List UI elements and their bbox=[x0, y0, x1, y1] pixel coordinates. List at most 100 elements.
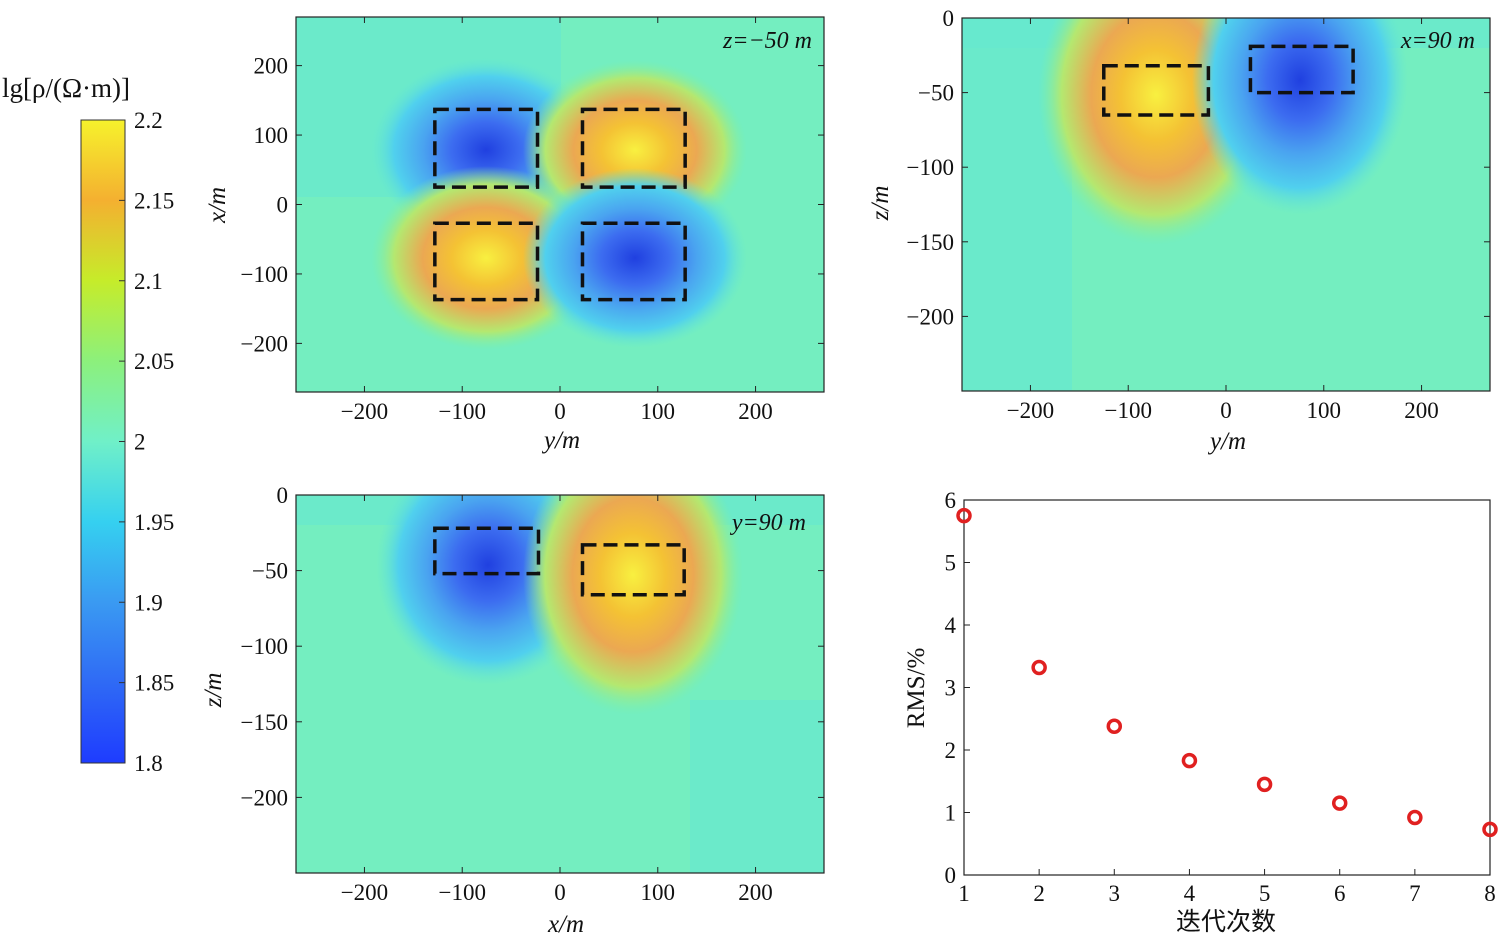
y-slice-title: y=90 m bbox=[730, 510, 806, 536]
z-slice-ytick-label: −200 bbox=[241, 331, 288, 356]
y-slice-field bbox=[296, 495, 824, 873]
y-slice-ytick-label: −200 bbox=[241, 785, 288, 810]
x-slice-xtick-label: 0 bbox=[1220, 398, 1232, 423]
colorbar-tick-label: 2 bbox=[134, 430, 146, 455]
colorbar-gradient bbox=[80, 119, 126, 764]
z-slice-blue-anomaly-2 bbox=[523, 168, 747, 348]
x-slice-xtick-label: −200 bbox=[1007, 398, 1054, 423]
x-slice-ticks: −200 −100 0 100 200 0 −50 −100 −150 −200 bbox=[907, 6, 1490, 423]
z-slice-ylabel: x/m bbox=[204, 187, 231, 224]
x-slice-xtick-label: −100 bbox=[1104, 398, 1151, 423]
x-slice-blue-anomaly bbox=[1192, 18, 1408, 215]
z-slice-ytick-label: 200 bbox=[254, 54, 289, 79]
z-slice-ytick-label: 100 bbox=[254, 123, 289, 148]
y-slice-boxes bbox=[433, 526, 686, 597]
x-slice-boxes bbox=[1102, 44, 1355, 117]
rms-ytick-label: 4 bbox=[945, 613, 957, 638]
y-slice-cyan-corner bbox=[690, 700, 824, 873]
y-slice-ticks: −200 −100 0 100 200 0 −50 −100 −150 −200 bbox=[241, 483, 824, 905]
anomaly-box bbox=[433, 107, 540, 189]
y-slice-xtick-label: −200 bbox=[341, 880, 388, 905]
rms-xtick-label: 2 bbox=[1033, 881, 1045, 906]
y-slice-ytick-label: −50 bbox=[252, 559, 288, 584]
x-slice-field bbox=[962, 18, 1490, 391]
z-slice-xtick-label: −200 bbox=[341, 399, 388, 424]
x-slice-ytick-label: 0 bbox=[943, 6, 955, 31]
rms-point bbox=[1181, 752, 1198, 769]
z-slice-boxes bbox=[433, 107, 687, 302]
z-slice-ytick-label: 0 bbox=[277, 193, 289, 218]
x-slice-ytick-label: −150 bbox=[907, 230, 954, 255]
z-slice-xtick-label: 100 bbox=[641, 399, 676, 424]
colorbar-tick-label: 2.2 bbox=[134, 108, 163, 133]
anomaly-box bbox=[580, 107, 687, 189]
z-slice-title: z=−50 m bbox=[722, 28, 812, 54]
z-slice-ytick-label: −100 bbox=[241, 262, 288, 287]
y-slice-ytick-label: −100 bbox=[241, 634, 288, 659]
y-slice-ytick-label: −150 bbox=[241, 710, 288, 735]
panel-x-slice: x=90 m −200 −100 0 100 200 0 −50 −100 −150 −200 y… bbox=[867, 6, 1491, 455]
colorbar-tick-label: 2.15 bbox=[134, 188, 174, 213]
colorbar-tick-label: 1.9 bbox=[134, 590, 163, 615]
colorbar-tick-label: 1.85 bbox=[134, 671, 174, 696]
x-slice-ytick-label: −100 bbox=[907, 155, 954, 180]
rms-ylabel: RMS/% bbox=[903, 648, 930, 729]
anomaly-box bbox=[1248, 44, 1355, 95]
y-slice-xlabel: x/m bbox=[547, 911, 584, 938]
colorbar-tick-label: 1.95 bbox=[134, 510, 174, 535]
anomaly-box bbox=[580, 221, 687, 302]
rms-plot-area bbox=[963, 499, 1491, 876]
rms-point bbox=[1331, 795, 1348, 811]
x-slice-title: x=90 m bbox=[1400, 28, 1475, 54]
rms-point bbox=[956, 507, 972, 524]
y-slice-xtick-label: 200 bbox=[738, 880, 773, 905]
z-slice-xtick-label: 200 bbox=[738, 399, 773, 424]
rms-ytick-label: 3 bbox=[945, 676, 957, 701]
x-slice-ylabel: z/m bbox=[867, 186, 894, 222]
rms-xtick-label: 4 bbox=[1184, 881, 1196, 906]
anomaly-box bbox=[433, 526, 541, 576]
rms-ytick-label: 6 bbox=[945, 488, 957, 513]
rms-xtick-label: 7 bbox=[1409, 881, 1421, 906]
x-slice-xtick-label: 100 bbox=[1307, 398, 1342, 423]
colorbar-label: lg[ρ/(Ω·m)] bbox=[2, 73, 130, 103]
rms-ytick-label: 5 bbox=[945, 551, 957, 576]
rms-point bbox=[1031, 659, 1047, 676]
rms-xtick-label: 6 bbox=[1334, 881, 1346, 906]
rms-points bbox=[956, 507, 1498, 838]
y-slice-ylabel: z/m bbox=[200, 673, 227, 709]
rms-ytick-label: 1 bbox=[945, 801, 957, 826]
rms-xtick-label: 5 bbox=[1259, 881, 1271, 906]
rms-ytick-label: 0 bbox=[945, 863, 957, 888]
anomaly-box bbox=[580, 543, 686, 597]
z-slice-xtick-label: −100 bbox=[438, 399, 485, 424]
z-slice-xlabel: y/m bbox=[541, 427, 580, 454]
panel-y-slice: y=90 m −200 −100 0 100 200 0 −50 −100 −150 −200 x… bbox=[200, 483, 825, 938]
y-slice-xtick-label: 100 bbox=[641, 880, 676, 905]
z-slice-xtick-label: 0 bbox=[554, 399, 566, 424]
anomaly-box bbox=[433, 221, 540, 302]
rms-point bbox=[1482, 821, 1498, 838]
panel-z-slice: z=−50 m −200 −100 0 100 200 200 100 0 −100 −200 y… bbox=[204, 16, 825, 454]
colorbar-tick-label: 2.1 bbox=[134, 269, 163, 294]
y-slice-yellow-anomaly bbox=[523, 495, 743, 715]
rms-ytick-label: 2 bbox=[945, 738, 957, 763]
x-slice-xtick-label: 200 bbox=[1404, 398, 1439, 423]
z-slice-ticks: −200 −100 0 100 200 200 100 0 −100 −200 bbox=[241, 17, 824, 424]
colorbar-tick-label: 1.8 bbox=[134, 751, 163, 776]
rms-xtick-label: 1 bbox=[958, 881, 970, 906]
colorbar-tick-label: 2.05 bbox=[134, 349, 174, 374]
colorbar-ticks: 2.2 2.15 2.1 2.05 2 1.95 1.9 1.85 1.8 bbox=[119, 108, 174, 776]
rms-xlabel: 迭代次数 bbox=[1176, 907, 1276, 936]
rms-xtick-label: 8 bbox=[1484, 881, 1496, 906]
rms-xtick-label: 3 bbox=[1109, 881, 1121, 906]
rms-point bbox=[1106, 718, 1123, 734]
rms-point bbox=[1407, 809, 1423, 826]
z-slice-field bbox=[296, 17, 747, 350]
x-slice-xlabel: y/m bbox=[1207, 428, 1246, 455]
rms-point bbox=[1256, 776, 1273, 793]
y-slice-xtick-label: −100 bbox=[438, 880, 485, 905]
